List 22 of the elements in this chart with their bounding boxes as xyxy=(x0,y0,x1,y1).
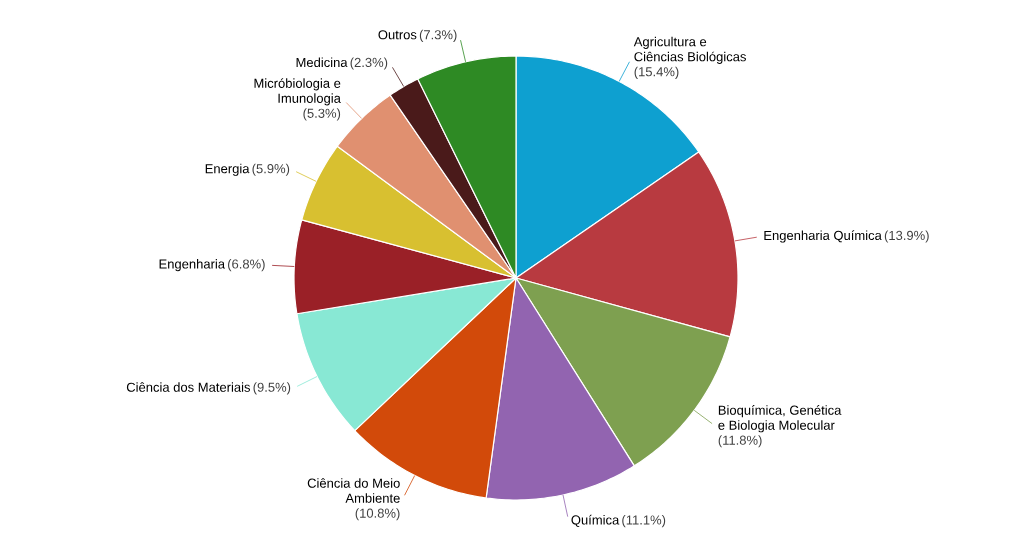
data-label: (2.3%) xyxy=(350,57,388,70)
slice-label: Ciência dos Materiais xyxy=(126,382,251,392)
slice-label: Engenharia Química xyxy=(764,230,882,243)
slice-label: Bioquímica, Genética e Biologia Molecular xyxy=(718,405,842,433)
slice-label: Química xyxy=(571,514,620,527)
data-label: (9.5%) xyxy=(253,382,291,395)
data-label: (5.9%) xyxy=(252,163,290,176)
slice-label: Outros xyxy=(378,30,417,40)
slice-label: Micróbiologia e Imunologia xyxy=(254,78,341,106)
data-label: (10.8%) xyxy=(355,508,400,521)
data-label: (7.3%) xyxy=(419,29,457,42)
data-label: (11.8%) xyxy=(718,435,762,448)
slice-label: Engenharia xyxy=(159,259,226,272)
slice-label: Agricultura e Ciências Biológicas xyxy=(633,36,746,64)
data-label: (13.9%) xyxy=(884,230,929,243)
data-label: (5.3%) xyxy=(303,108,341,121)
data-label: (6.8%) xyxy=(228,259,265,272)
data-label: (11.1%) xyxy=(622,515,666,528)
slice-label: Ciência do Meio Ambiente xyxy=(307,478,400,503)
slice-label: Energia xyxy=(205,163,250,176)
slice-label: Medicina xyxy=(296,57,348,68)
data-label: (15.4%) xyxy=(634,66,679,79)
